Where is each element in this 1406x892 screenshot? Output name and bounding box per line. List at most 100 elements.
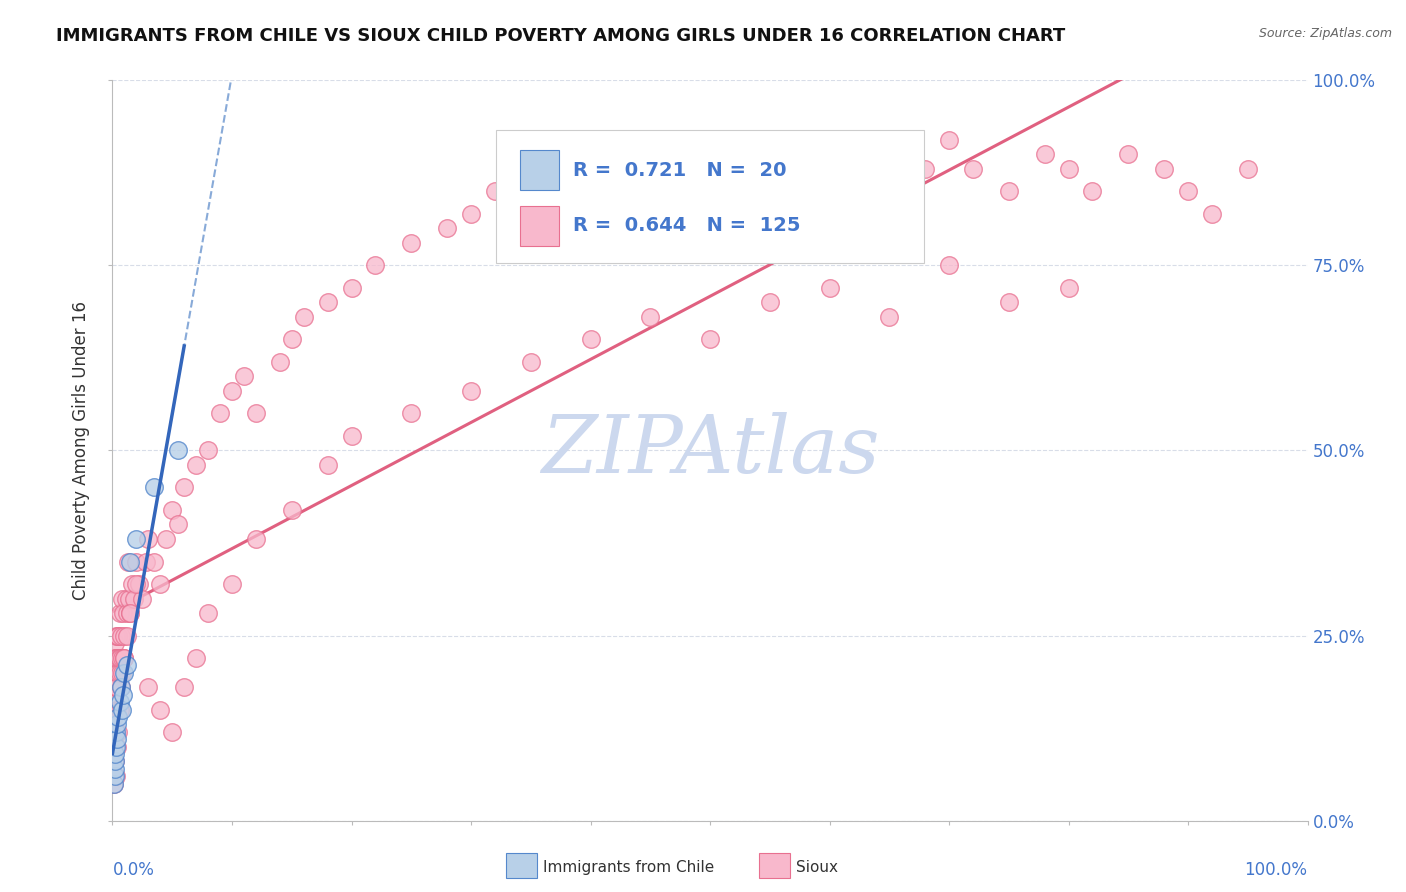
Point bbox=[114, 591, 136, 606]
Y-axis label: Child Poverty Among Girls Under 16: Child Poverty Among Girls Under 16 bbox=[72, 301, 90, 600]
Point bbox=[167, 517, 190, 532]
Point bbox=[1177, 184, 1199, 198]
Point bbox=[104, 650, 127, 665]
Point bbox=[104, 724, 127, 739]
Point bbox=[120, 555, 142, 569]
Point bbox=[173, 681, 195, 695]
Point bbox=[111, 591, 134, 606]
Point bbox=[103, 665, 125, 680]
Point bbox=[245, 533, 267, 547]
Point bbox=[603, 162, 626, 177]
Point bbox=[167, 443, 190, 458]
Point bbox=[110, 681, 132, 695]
Point bbox=[723, 184, 745, 198]
Point bbox=[105, 732, 128, 747]
Point bbox=[108, 607, 131, 621]
Point bbox=[579, 206, 602, 220]
Point bbox=[460, 206, 482, 220]
Point bbox=[155, 533, 177, 547]
Point bbox=[115, 628, 138, 642]
Point bbox=[1201, 206, 1223, 220]
Point bbox=[221, 576, 243, 591]
Point bbox=[579, 333, 602, 347]
Point bbox=[125, 555, 148, 569]
Point bbox=[111, 665, 134, 680]
Text: 100.0%: 100.0% bbox=[1244, 862, 1308, 880]
Text: Sioux: Sioux bbox=[796, 860, 838, 874]
Point bbox=[108, 665, 131, 680]
Point bbox=[340, 428, 363, 442]
Point bbox=[104, 636, 127, 650]
Point bbox=[104, 755, 127, 769]
Point bbox=[281, 502, 304, 516]
Point bbox=[120, 607, 142, 621]
Point bbox=[316, 295, 339, 310]
Point bbox=[209, 407, 232, 421]
Point bbox=[114, 650, 135, 665]
Point bbox=[794, 147, 817, 161]
Point bbox=[105, 724, 128, 739]
Point bbox=[292, 310, 315, 325]
Point bbox=[115, 658, 138, 673]
Point bbox=[173, 481, 195, 495]
Point bbox=[484, 184, 506, 198]
Point bbox=[105, 769, 128, 783]
Point bbox=[125, 576, 148, 591]
Point bbox=[105, 650, 128, 665]
Point bbox=[162, 724, 183, 739]
Point bbox=[340, 280, 363, 294]
Point bbox=[105, 717, 128, 731]
Point bbox=[138, 533, 160, 547]
Text: R =  0.721   N =  20: R = 0.721 N = 20 bbox=[574, 161, 786, 179]
Point bbox=[914, 162, 936, 177]
Point bbox=[460, 384, 482, 399]
Text: Immigrants from Chile: Immigrants from Chile bbox=[543, 860, 714, 874]
Point bbox=[105, 739, 128, 754]
Point bbox=[118, 591, 141, 606]
Point bbox=[269, 354, 291, 368]
Point bbox=[117, 555, 139, 569]
Point bbox=[143, 481, 166, 495]
Point bbox=[111, 650, 134, 665]
Point bbox=[108, 650, 131, 665]
Point bbox=[112, 688, 135, 702]
Point bbox=[138, 681, 160, 695]
Point bbox=[818, 280, 841, 294]
Point bbox=[186, 650, 208, 665]
Point bbox=[104, 739, 127, 754]
Point bbox=[105, 681, 128, 695]
Point bbox=[104, 747, 127, 761]
Point bbox=[104, 665, 127, 680]
Text: ZIPAtlas: ZIPAtlas bbox=[541, 412, 879, 489]
Point bbox=[107, 710, 129, 724]
Text: 0.0%: 0.0% bbox=[112, 862, 155, 880]
Point bbox=[759, 295, 782, 310]
Point bbox=[104, 755, 127, 769]
Point bbox=[111, 703, 134, 717]
Point bbox=[555, 184, 578, 198]
Point bbox=[1057, 280, 1080, 294]
Point bbox=[108, 703, 131, 717]
Point bbox=[122, 591, 145, 606]
Point bbox=[107, 628, 129, 642]
Point bbox=[105, 703, 128, 717]
Point bbox=[998, 184, 1021, 198]
Point bbox=[128, 576, 150, 591]
Point bbox=[107, 628, 129, 642]
Point bbox=[105, 681, 128, 695]
Point bbox=[105, 665, 128, 680]
Point bbox=[110, 681, 132, 695]
Point bbox=[818, 162, 841, 177]
Point bbox=[640, 184, 662, 198]
Point bbox=[186, 458, 208, 473]
Point bbox=[879, 147, 901, 161]
Point bbox=[115, 607, 138, 621]
Point bbox=[233, 369, 256, 384]
Point bbox=[998, 295, 1021, 310]
Point bbox=[107, 665, 129, 680]
Point bbox=[103, 710, 125, 724]
Point bbox=[281, 333, 304, 347]
Point bbox=[401, 407, 423, 421]
Point bbox=[699, 333, 721, 347]
Point bbox=[131, 591, 153, 606]
